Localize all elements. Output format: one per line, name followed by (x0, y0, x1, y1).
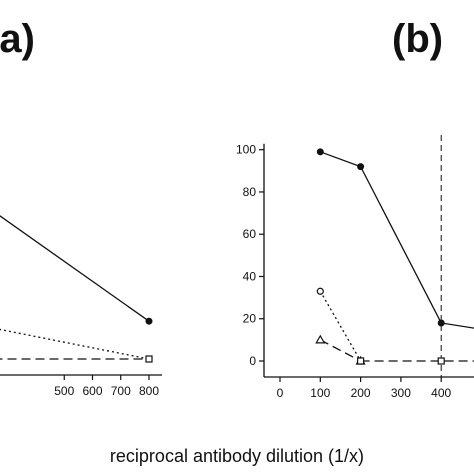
series-line-a-2 (0, 328, 150, 360)
panel-label-a: (a) (0, 17, 35, 61)
data-point-b-1 (357, 163, 365, 171)
chart-panel-b: 0 100 200 300 400 0 20 40 60 80 100 (236, 135, 474, 400)
x-tick-label-a: 600 (82, 384, 102, 398)
y-tick-label-b: 80 (243, 185, 257, 199)
chart-panel-a: 500 600 700 800 (0, 215, 162, 398)
data-point-b-2 (316, 287, 324, 295)
series-line-b-1 (320, 151, 474, 329)
x-tick-label-b: 0 (277, 386, 284, 400)
y-tick-label-b: 0 (249, 354, 256, 368)
data-point-b-3 (315, 334, 326, 344)
y-tick-label-b: 100 (236, 143, 256, 157)
x-tick-label-a: 800 (139, 384, 159, 398)
data-point-b-4 (357, 357, 365, 365)
series-line-b-3 (319, 339, 361, 362)
data-point-a-3 (145, 355, 153, 363)
data-point-a-1 (145, 317, 153, 325)
data-point-b-1 (437, 319, 445, 327)
y-tick-label-b: 60 (243, 227, 257, 241)
data-point-b-4 (437, 357, 445, 365)
x-tick-label-a: 700 (111, 384, 131, 398)
x-tick-label-b: 100 (310, 386, 330, 400)
y-tick-label-b: 20 (243, 312, 257, 326)
data-point-b-1 (316, 148, 324, 156)
panel-label-b: (b) (392, 17, 443, 61)
x-tick-label-b: 200 (351, 386, 371, 400)
series-line-b-2 (319, 290, 362, 362)
x-tick-label-b: 300 (391, 386, 411, 400)
x-axis-label: reciprocal antibody dilution (1/x) (110, 446, 364, 466)
x-tick-label-b: 400 (431, 386, 451, 400)
x-tick-label-a: 500 (54, 384, 74, 398)
y-tick-label-b: 40 (243, 269, 257, 283)
series-line-a-1 (0, 215, 150, 322)
